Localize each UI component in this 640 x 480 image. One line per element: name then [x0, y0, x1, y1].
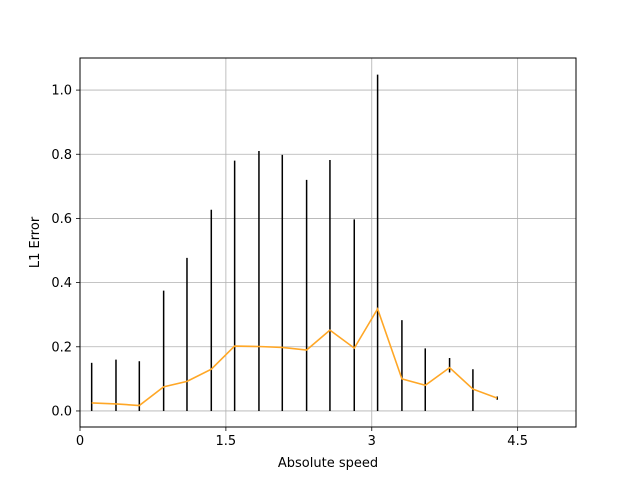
x-axis-label: Absolute speed	[278, 456, 378, 471]
x-tick-label: 3	[368, 434, 376, 449]
y-axis-ticks: 0.0 0.2 0.4 0.6 0.8 1.0	[51, 84, 80, 419]
y-tick-label: 1.0	[51, 84, 72, 99]
y-tick-label: 0.2	[51, 340, 72, 355]
y-tick-label: 0.8	[51, 148, 72, 163]
grid	[79, 58, 576, 427]
y-tick-label: 0.4	[51, 276, 72, 291]
series-line	[91, 307, 498, 407]
y-axis-label: L1 Error	[28, 216, 43, 268]
error-bars	[90, 74, 498, 411]
y-tick-label: 0.6	[51, 212, 72, 227]
y-tick-label: 0.0	[51, 404, 72, 419]
x-axis-ticks: 0 1.5 3 4.5	[76, 427, 528, 449]
x-tick-label: 1.5	[216, 434, 237, 449]
x-tick-label: 0	[76, 434, 84, 449]
x-tick-label: 4.5	[507, 434, 528, 449]
plot-frame	[79, 57, 577, 428]
